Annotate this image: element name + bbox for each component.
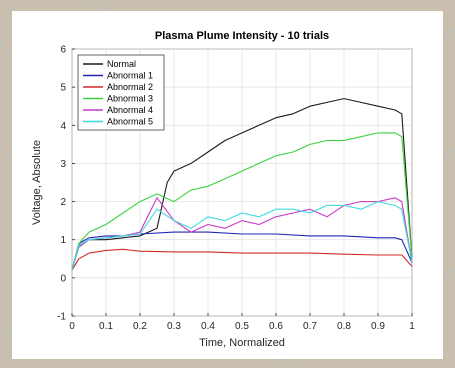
decor-line [0,329,13,336]
y-tick-label: 0 [60,273,66,284]
series-line-abnormal-3 [71,132,413,271]
series-line-abnormal-2 [71,248,413,271]
decor-line [442,149,455,161]
legend-label-abnormal-4: Abnormal 4 [107,105,153,115]
legend-box [77,54,165,131]
x-tick-label: 0.2 [133,321,147,332]
y-tick-label: 5 [60,83,66,94]
x-tick-label: 0.3 [167,321,181,332]
y-axis-title: Voltage, Absolute [31,140,43,225]
chart-title: Plasma Plume Intensity - 10 trials [155,30,329,42]
y-tick-label: 1 [60,235,66,246]
x-tick-label: 0.4 [201,321,215,332]
x-tick-label: 0.1 [99,321,113,332]
legend-label-abnormal-2: Abnormal 2 [107,82,153,92]
x-tick-label: 0.8 [337,321,351,332]
series-lines [71,98,413,271]
y-tick-label: 4 [60,121,66,132]
decor-line [279,358,301,368]
x-tick-label: 0.7 [303,321,317,332]
legend-label-abnormal-3: Abnormal 3 [107,94,153,104]
series-line-abnormal-5 [71,201,413,271]
x-tick-label: 0.9 [371,321,385,332]
legend-label-abnormal-1: Abnormal 1 [107,71,153,81]
series-line-abnormal-1 [71,231,413,271]
series-line-normal [71,98,413,271]
decor-line [442,269,455,281]
legend-label-abnormal-5: Abnormal 5 [107,117,153,127]
decor-line [0,244,13,251]
legend-label-normal: Normal [107,59,136,69]
x-tick-label: 0.5 [235,321,249,332]
x-tick-label: 0 [69,321,75,332]
y-tick-label: 2 [60,197,66,208]
line-chart: Plasma Plume Intensity - 10 trials 0 0.1 0… [31,30,415,349]
decor-line [442,29,455,41]
x-tick-label: 1 [409,321,415,332]
y-tick-label: -1 [57,312,66,323]
decor-line [0,39,13,56]
x-axis-title: Time, Normalized [199,337,285,349]
decor-line [0,149,13,159]
x-tick-label: 0.6 [269,321,283,332]
y-tick-label: 6 [60,45,66,56]
y-tick-label: 3 [60,159,66,170]
chart-figure: Plasma Plume Intensity - 10 trials 0 0.1 0… [12,11,443,359]
decor-line [89,0,111,12]
